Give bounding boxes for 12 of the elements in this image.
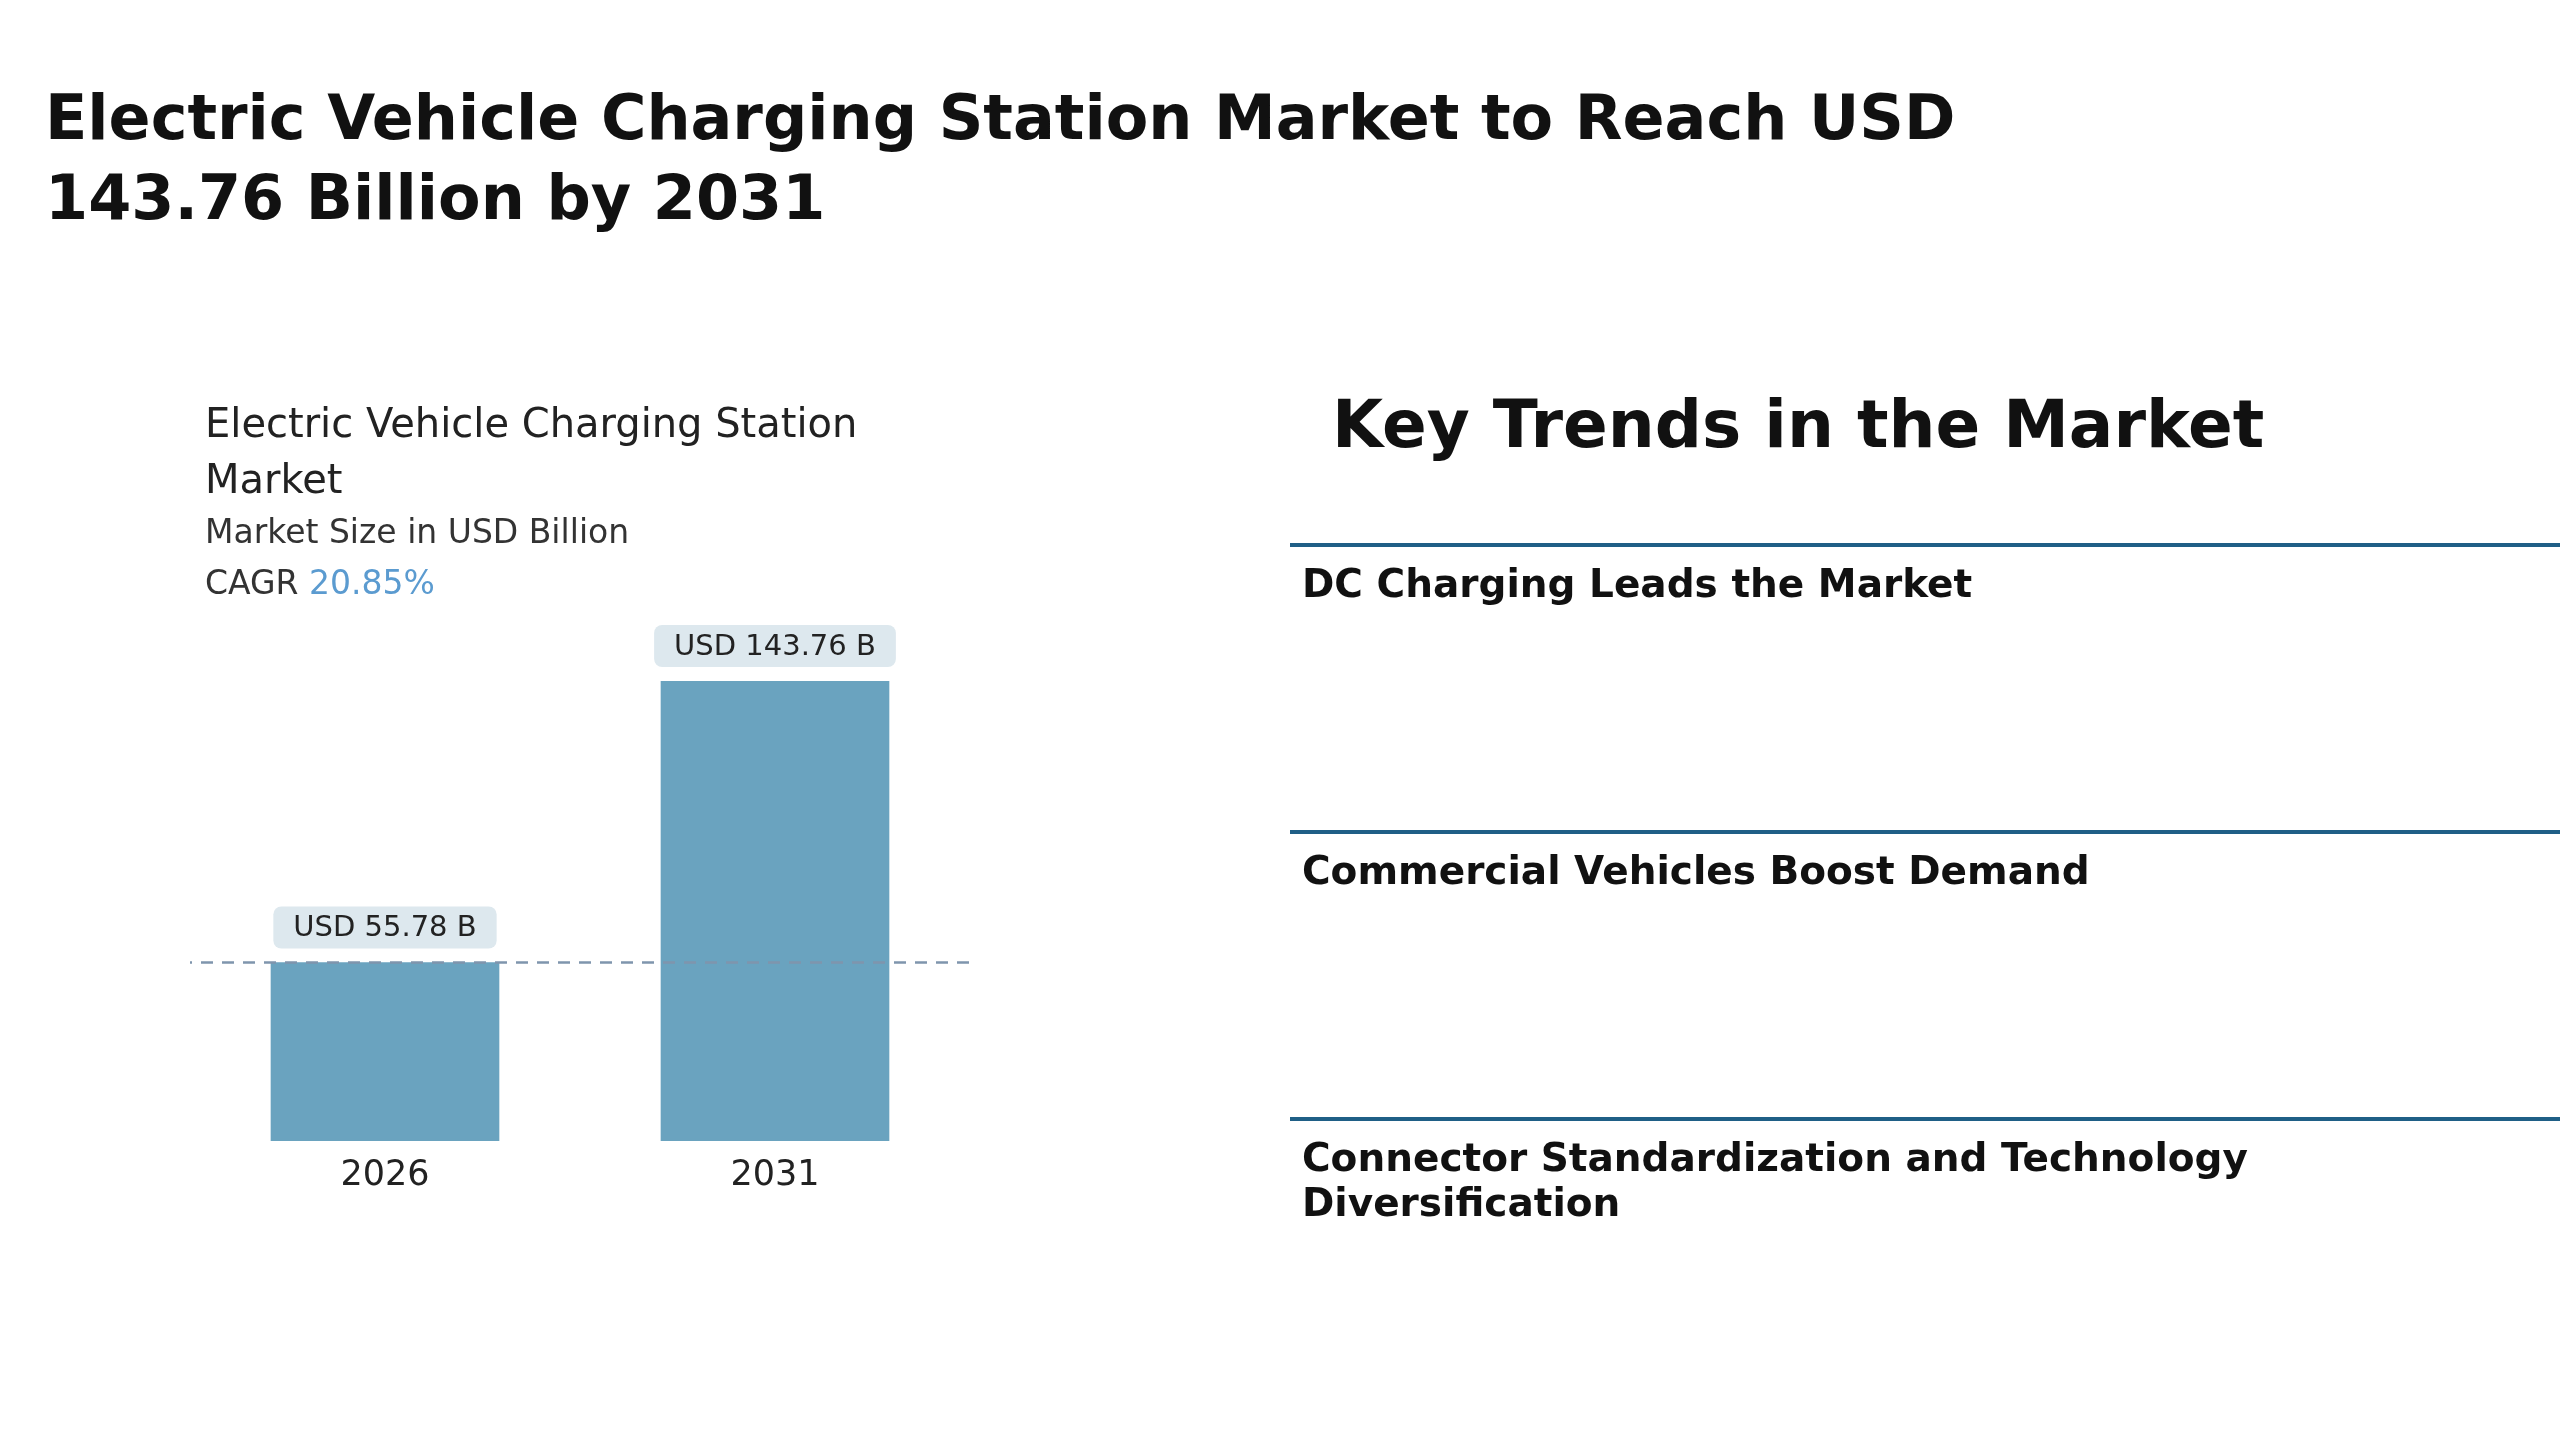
text: Commercial Vehicles Boost Demand [1302,848,2091,893]
text: DC Charging Leads the Market [1302,561,1974,606]
chart-title: Electric Vehicle Charging Station Market [205,399,859,504]
text: CAGR 20.85% [205,562,436,604]
data-label: USD 55.78 B [293,909,477,944]
x-tick-label: 2026 [340,1153,430,1194]
text: Key Trends in the Market [1332,385,2266,465]
x-tick-label: 2031 [730,1153,820,1194]
chart-subtitle: Market Size in USD Billion [205,511,631,553]
text: Connector Standardization and Technology Diversification [1302,1135,2249,1225]
data-label: USD 143.76 B [674,627,876,662]
text: Electric Vehicle Charging Station Market to Reach USD 143.76 Billion by 2031 [45,80,1957,236]
